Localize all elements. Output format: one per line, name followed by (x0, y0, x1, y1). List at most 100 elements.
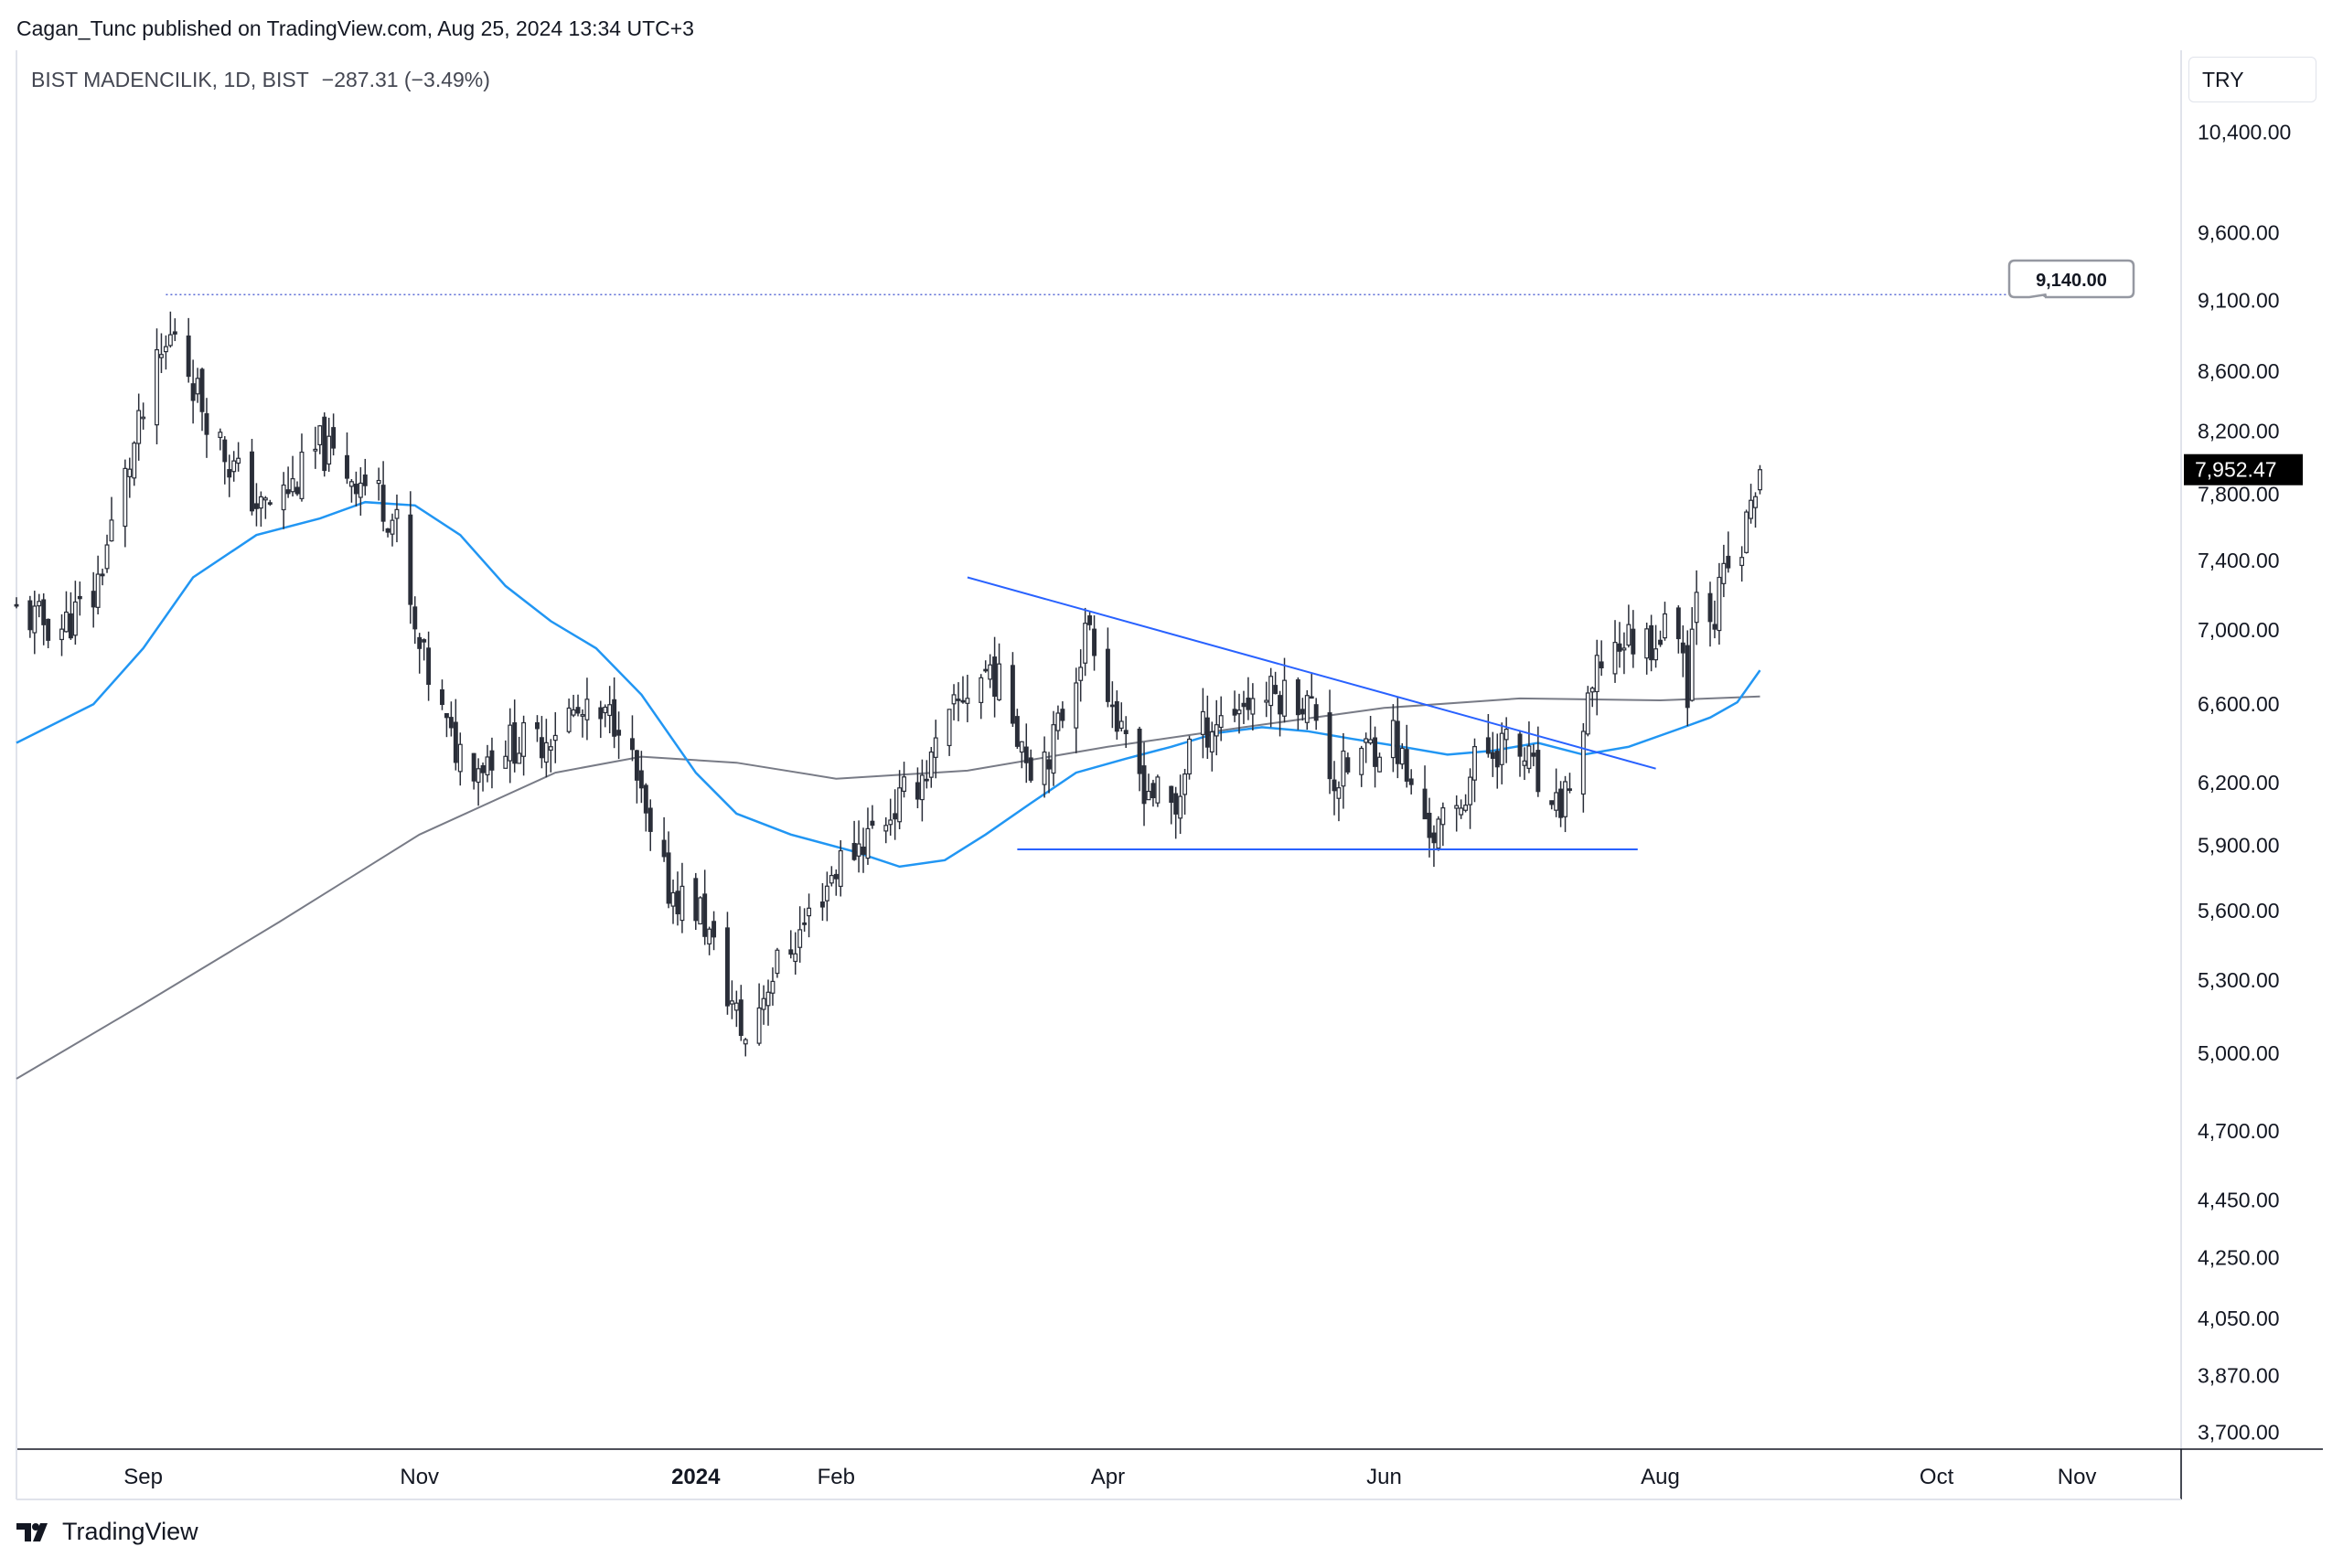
candle-body (960, 699, 966, 703)
candle-body (548, 746, 553, 752)
candle-body (1214, 724, 1219, 737)
candle-body (598, 707, 604, 720)
candle-body (331, 427, 337, 449)
candle-body (457, 743, 463, 773)
candle-body (584, 699, 590, 720)
candle-body (1653, 648, 1659, 661)
candle-body (738, 999, 744, 1037)
candle-body (231, 460, 237, 473)
candle-body (100, 573, 105, 577)
candle-body (707, 928, 712, 944)
candle-body (1241, 702, 1246, 708)
candle-body (1707, 592, 1713, 623)
candle-body (670, 891, 676, 907)
candle-body (299, 451, 305, 499)
publisher-line: Cagan_Tunc published on TradingView.com,… (16, 16, 694, 40)
candle-body (1689, 628, 1695, 701)
candle-body (765, 991, 771, 1007)
candle-body (838, 849, 843, 888)
candle-body (426, 647, 432, 686)
candle-body (1055, 712, 1061, 731)
candle-body (807, 907, 812, 917)
candle-body (485, 756, 490, 776)
candle-body (724, 927, 730, 1007)
candle-body (204, 412, 209, 435)
candle-body (155, 348, 159, 426)
candle-body (856, 843, 861, 857)
currency-button[interactable]: TRY (2188, 57, 2316, 102)
candle-body (824, 885, 829, 901)
candle-body (1341, 750, 1346, 787)
y-tick-label: 7,400.00 (2198, 549, 2280, 572)
candle-body (190, 383, 196, 401)
last-price-tag (2184, 453, 2303, 485)
candle-body (1123, 730, 1129, 735)
candle-body (933, 737, 938, 758)
candle-body (956, 699, 961, 701)
candle-body (281, 484, 286, 511)
candle-body (199, 368, 205, 412)
candle-body (1282, 679, 1287, 717)
candle-body (675, 891, 680, 915)
candle-body (1236, 709, 1242, 715)
candle-body (136, 410, 142, 444)
y-tick-label: 3,870.00 (2198, 1363, 2280, 1387)
candle-body (1046, 759, 1052, 770)
symbol-legend: BIST MADENCILIK, 1D, BIST −287.31 (−3.49%… (31, 68, 490, 92)
candle-body (489, 750, 495, 771)
candle-body (285, 489, 291, 495)
candle-body (27, 600, 33, 631)
candle-body (471, 752, 476, 782)
tradingview-logo[interactable]: TradingView (16, 1518, 198, 1546)
y-tick-label: 6,200.00 (2198, 771, 2280, 795)
candle-body (1675, 607, 1681, 640)
candle-body (1522, 760, 1527, 766)
candle-body (1218, 715, 1224, 729)
candle-body (1146, 790, 1151, 801)
candle-body (1459, 807, 1464, 816)
candle-body (1327, 712, 1332, 780)
candle-body (638, 770, 644, 789)
candle-body (167, 334, 173, 347)
candle-body (1712, 624, 1717, 630)
candle-body (91, 591, 96, 608)
candle-body (1178, 795, 1183, 819)
candle-body (1599, 661, 1604, 669)
x-tick-label: Oct (1920, 1465, 1954, 1489)
candle-body (643, 784, 648, 814)
candle-body (1721, 562, 1727, 584)
candle-body (666, 852, 671, 904)
candle-body (1427, 812, 1432, 838)
price-callout-label: 9,140.00 (2036, 271, 2107, 291)
candle-body (1649, 624, 1654, 661)
candle-body (1118, 720, 1124, 730)
candle-body (422, 639, 427, 643)
candle-body (888, 819, 893, 826)
candle-body (227, 469, 232, 478)
candle-body (358, 482, 363, 498)
candle-body (566, 707, 572, 732)
candle-body (1535, 750, 1541, 793)
candle-body (1499, 732, 1504, 765)
candle-body (317, 425, 323, 446)
candle-body (1023, 746, 1029, 763)
candle-body (1105, 648, 1110, 702)
price-callout (2007, 259, 2135, 299)
candle-body (1440, 806, 1446, 826)
candle-body (1744, 511, 1749, 553)
x-tick-label: Jun (1366, 1465, 1402, 1489)
candle-body (1531, 752, 1536, 757)
candle-body (1580, 731, 1586, 795)
candle-body (1246, 697, 1251, 710)
candle-body (1268, 676, 1274, 707)
candle-body (928, 751, 934, 778)
candle-body (448, 717, 454, 729)
candle-body (159, 354, 164, 358)
candle-body (186, 335, 191, 378)
candle-body (385, 528, 390, 533)
y-tick-label: 4,050.00 (2198, 1307, 2280, 1330)
candle-body (1304, 695, 1310, 723)
candle-body (1558, 788, 1564, 818)
